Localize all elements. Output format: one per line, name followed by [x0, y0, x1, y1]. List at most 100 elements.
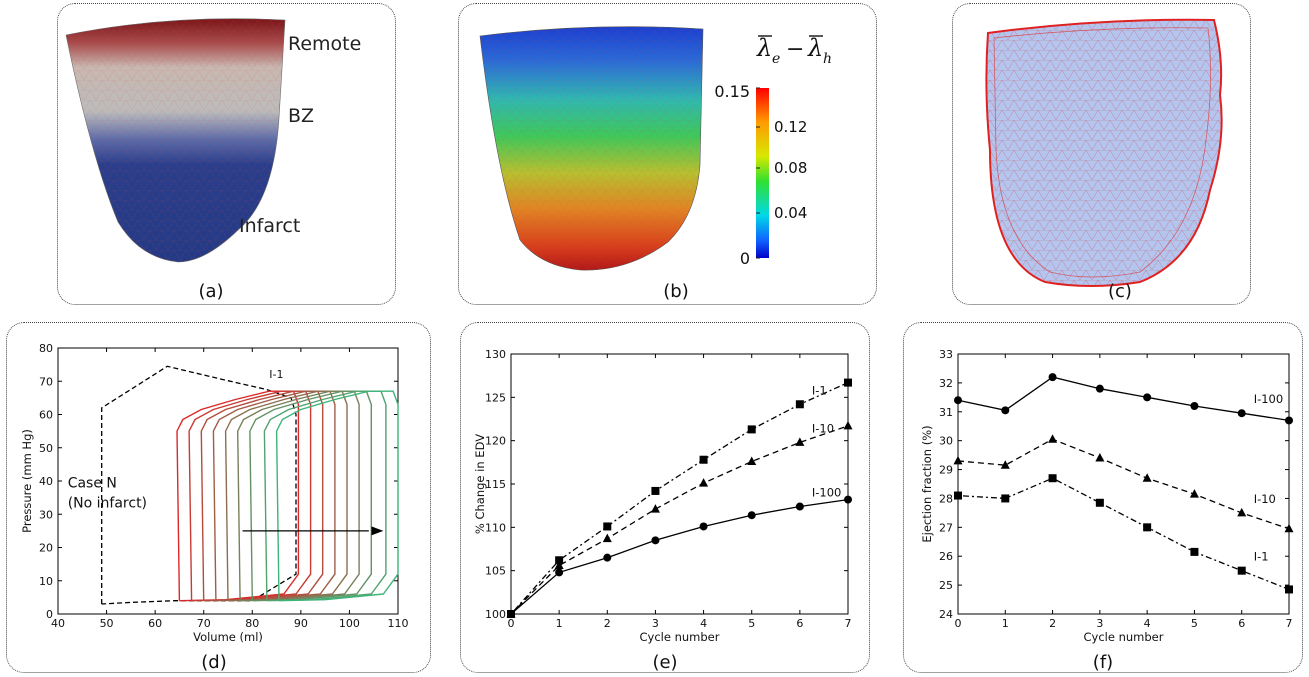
- pv-loop: [188, 390, 312, 602]
- x-tick-label: 80: [245, 617, 259, 630]
- y-tick-label: 50: [39, 442, 53, 455]
- panel-a: [57, 3, 396, 305]
- x-tick-label: 6: [796, 617, 803, 630]
- pv-loop: [275, 390, 399, 602]
- case-n-label: Case N: [68, 476, 117, 492]
- data-point: [603, 553, 612, 562]
- x-tick-label: 5: [1191, 617, 1198, 630]
- x-tick-label: 100: [339, 617, 360, 630]
- heart-model-b: [479, 26, 704, 271]
- series-label: I-1: [812, 383, 827, 397]
- series-line: [510, 382, 849, 615]
- x-tick-label: 3: [1096, 617, 1103, 630]
- data-point: [602, 533, 612, 543]
- colorbar-tick-4: 0: [740, 249, 750, 268]
- data-point: [747, 425, 756, 434]
- x-tick-label: 60: [148, 617, 162, 630]
- y-tick-label: 130: [485, 348, 506, 361]
- mesh-model-c: [985, 18, 1223, 287]
- data-point: [1001, 494, 1010, 503]
- y-tick-label: 60: [39, 409, 53, 422]
- data-point: [843, 420, 853, 430]
- data-point: [699, 522, 708, 531]
- plot-frame: [957, 353, 1290, 615]
- y-tick-label: 29: [939, 464, 953, 477]
- data-point: [699, 478, 709, 487]
- y-tick-label: 80: [39, 342, 53, 355]
- pv-loop: [263, 390, 387, 602]
- caption-f: (f): [1093, 652, 1113, 673]
- data-point: [1143, 393, 1152, 402]
- colorbar: [756, 88, 769, 258]
- pv-loop: [212, 390, 336, 602]
- data-point: [747, 511, 756, 520]
- data-point: [1000, 460, 1010, 469]
- data-point: [554, 560, 564, 569]
- panel-b: [458, 3, 877, 305]
- data-point: [795, 400, 804, 409]
- data-point: [1142, 473, 1152, 482]
- caption-a: (a): [198, 281, 223, 302]
- pv-loop: [200, 390, 324, 602]
- panel-f: [903, 322, 1303, 673]
- panel-d: [6, 322, 431, 673]
- y-tick-label: 110: [485, 521, 506, 534]
- series-label: I-100: [812, 486, 842, 500]
- data-point: [507, 610, 515, 618]
- y-tick-label: 24: [939, 608, 953, 621]
- data-point: [844, 495, 852, 504]
- caption-d: (d): [201, 652, 226, 673]
- chart-ejection-fraction: 0 1 2 3 4 5 6 7 24 25 26 27 28 29 30 31 32 33 Cycle number…: [920, 348, 1294, 644]
- x-tick-label: 6: [1238, 617, 1245, 630]
- series-line: [510, 425, 849, 615]
- x-tick-label: 1: [556, 617, 563, 630]
- data-point: [954, 396, 962, 405]
- y-tick-label: 125: [485, 391, 506, 404]
- y-tick-label: 26: [939, 550, 953, 563]
- series-label: I-10: [812, 421, 834, 435]
- label-infarct: Infarct: [239, 215, 300, 237]
- y-tick-label: 0: [46, 608, 53, 621]
- colorbar-tick-2: 0.08: [774, 159, 807, 177]
- colorbar-tick-0: 0.15: [714, 82, 750, 101]
- data-point: [1095, 384, 1104, 393]
- caption-b: (b): [663, 281, 688, 302]
- colorbar-title: λ e − λ h: [756, 34, 832, 67]
- y-tick-label: 30: [939, 435, 953, 448]
- data-point: [954, 491, 962, 500]
- data-point: [1284, 523, 1294, 533]
- series-label: I-1: [1254, 550, 1269, 564]
- series-label: I-10: [1254, 492, 1276, 506]
- data-point: [1095, 453, 1105, 462]
- panel-e: [460, 322, 870, 673]
- data-point: [1190, 547, 1199, 556]
- x-tick-label: 2: [1049, 617, 1056, 630]
- caption-c: (c): [1108, 281, 1132, 302]
- chart-pv-loops: 40 50 60 70 80 90 100 11001020304050607080Volum…: [20, 342, 409, 644]
- data-point: [1048, 434, 1058, 443]
- loop-label: I-1: [269, 368, 283, 381]
- data-point: [795, 437, 805, 446]
- x-tick-label: 40: [51, 617, 65, 630]
- x-tick-label: 0: [508, 617, 515, 630]
- caption-e: (e): [652, 652, 677, 673]
- data-point: [555, 568, 564, 577]
- chart-edv-change: 0 1 2 3 4 5 6 7 100 105 110 115 120 125 130 Cycle numbe…: [473, 348, 853, 644]
- label-remote: Remote: [288, 33, 361, 55]
- data-point: [651, 486, 660, 495]
- colorbar-tick-1: 0.12: [774, 118, 807, 136]
- panel-c: [952, 3, 1251, 305]
- data-point: [1285, 585, 1293, 594]
- data-point: [1001, 406, 1010, 415]
- svg-text:e: e: [772, 51, 780, 67]
- case-n-loop: [101, 365, 297, 605]
- x-tick-label: 2: [604, 617, 611, 630]
- svg-text:h: h: [823, 51, 832, 67]
- series-line: [957, 477, 1290, 591]
- data-point: [603, 522, 612, 531]
- svg-text:−: −: [786, 37, 804, 62]
- svg-text:λ: λ: [807, 34, 823, 62]
- series-line: [957, 376, 1290, 422]
- y-tick-label: 30: [39, 508, 53, 521]
